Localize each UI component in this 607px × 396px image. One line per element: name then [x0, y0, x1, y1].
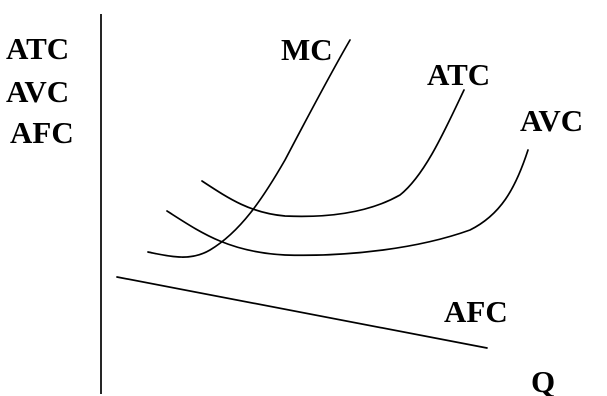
afc-curve-label: AFC: [444, 294, 508, 329]
mc-curve-label: MC: [281, 32, 333, 67]
y-axis-label-afc: AFC: [10, 115, 74, 150]
mc-curve: [147, 39, 351, 258]
atc-curve-label: ATC: [427, 57, 491, 92]
y-axis-label-atc: ATC: [6, 31, 70, 66]
y-axis-label-avc: AVC: [6, 74, 70, 109]
atc-curve: [201, 89, 465, 218]
avc-curve: [166, 149, 529, 257]
afc-curve: [116, 276, 488, 349]
x-axis-label-q: Q: [531, 364, 556, 396]
avc-curve-label: AVC: [520, 103, 584, 138]
